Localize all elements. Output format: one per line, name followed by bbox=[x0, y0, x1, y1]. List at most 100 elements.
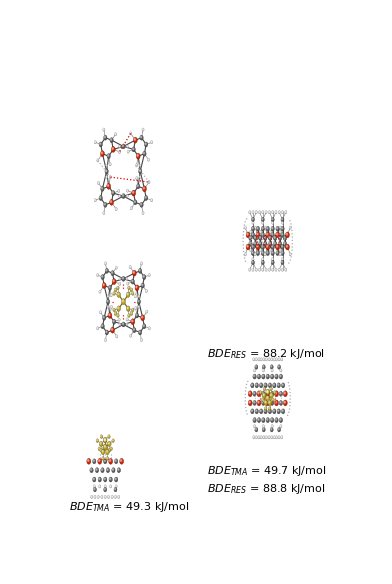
Circle shape bbox=[278, 436, 279, 437]
Circle shape bbox=[107, 183, 111, 189]
Circle shape bbox=[114, 133, 117, 136]
Circle shape bbox=[262, 392, 263, 394]
Circle shape bbox=[110, 294, 112, 297]
Circle shape bbox=[138, 169, 142, 173]
Circle shape bbox=[114, 459, 118, 464]
Circle shape bbox=[257, 374, 261, 379]
Circle shape bbox=[113, 319, 116, 324]
Circle shape bbox=[106, 299, 110, 304]
Circle shape bbox=[129, 266, 130, 267]
Circle shape bbox=[107, 306, 108, 307]
Circle shape bbox=[273, 409, 276, 414]
Circle shape bbox=[279, 231, 280, 232]
Circle shape bbox=[108, 436, 109, 437]
Circle shape bbox=[114, 312, 116, 315]
Circle shape bbox=[106, 165, 107, 166]
Text: $\mathit{BDE}_{\mathit{TMA}}$ = 49.7 kJ/mol: $\mathit{BDE}_{\mathit{TMA}}$ = 49.7 kJ/… bbox=[207, 464, 326, 478]
Circle shape bbox=[119, 195, 120, 197]
Circle shape bbox=[111, 147, 115, 152]
Circle shape bbox=[254, 242, 256, 244]
Circle shape bbox=[112, 148, 113, 150]
Circle shape bbox=[272, 258, 274, 260]
Circle shape bbox=[270, 399, 272, 403]
Circle shape bbox=[110, 447, 113, 450]
Circle shape bbox=[95, 468, 99, 472]
Circle shape bbox=[110, 485, 112, 488]
Circle shape bbox=[271, 419, 272, 420]
Circle shape bbox=[143, 151, 146, 156]
Circle shape bbox=[262, 218, 263, 220]
Circle shape bbox=[129, 265, 131, 269]
Circle shape bbox=[259, 241, 262, 246]
Circle shape bbox=[262, 393, 266, 398]
Circle shape bbox=[136, 164, 138, 167]
Circle shape bbox=[110, 199, 114, 205]
Circle shape bbox=[136, 153, 140, 159]
Circle shape bbox=[127, 307, 128, 309]
Circle shape bbox=[252, 268, 254, 271]
Circle shape bbox=[262, 418, 265, 423]
Circle shape bbox=[127, 150, 129, 153]
Circle shape bbox=[260, 391, 261, 392]
Circle shape bbox=[281, 245, 284, 249]
Circle shape bbox=[101, 152, 103, 154]
Circle shape bbox=[112, 439, 114, 443]
Circle shape bbox=[278, 241, 282, 246]
Circle shape bbox=[260, 384, 261, 385]
Circle shape bbox=[251, 232, 255, 237]
Circle shape bbox=[104, 438, 105, 440]
Circle shape bbox=[102, 457, 104, 460]
Circle shape bbox=[103, 477, 107, 482]
Circle shape bbox=[136, 286, 137, 288]
Circle shape bbox=[263, 387, 265, 391]
Circle shape bbox=[274, 237, 275, 238]
Circle shape bbox=[279, 242, 280, 244]
Circle shape bbox=[263, 241, 267, 246]
Circle shape bbox=[256, 410, 257, 412]
Circle shape bbox=[93, 459, 96, 464]
Circle shape bbox=[110, 138, 113, 142]
Circle shape bbox=[104, 203, 105, 205]
Circle shape bbox=[115, 485, 117, 488]
Circle shape bbox=[267, 397, 268, 398]
Circle shape bbox=[132, 190, 136, 196]
Circle shape bbox=[126, 189, 129, 192]
Circle shape bbox=[97, 159, 98, 161]
Circle shape bbox=[103, 202, 107, 207]
Circle shape bbox=[136, 314, 137, 315]
Circle shape bbox=[249, 211, 250, 213]
Circle shape bbox=[120, 458, 123, 464]
Circle shape bbox=[262, 391, 265, 396]
Circle shape bbox=[148, 326, 151, 330]
Circle shape bbox=[258, 436, 259, 437]
Circle shape bbox=[140, 338, 142, 342]
Circle shape bbox=[284, 237, 285, 238]
Circle shape bbox=[285, 211, 287, 214]
Circle shape bbox=[258, 419, 259, 420]
Circle shape bbox=[126, 195, 128, 197]
Circle shape bbox=[272, 398, 274, 402]
Circle shape bbox=[272, 245, 273, 247]
Circle shape bbox=[91, 496, 92, 497]
Circle shape bbox=[269, 384, 270, 385]
Circle shape bbox=[101, 324, 104, 329]
Circle shape bbox=[264, 383, 267, 388]
Circle shape bbox=[143, 325, 144, 326]
Circle shape bbox=[253, 401, 256, 405]
Circle shape bbox=[255, 409, 258, 414]
Circle shape bbox=[270, 418, 274, 423]
Circle shape bbox=[94, 141, 96, 144]
Circle shape bbox=[277, 227, 278, 229]
Circle shape bbox=[96, 326, 99, 330]
Circle shape bbox=[109, 477, 113, 482]
Circle shape bbox=[266, 395, 270, 401]
Circle shape bbox=[111, 305, 113, 308]
Circle shape bbox=[264, 409, 267, 414]
Circle shape bbox=[267, 419, 268, 420]
Circle shape bbox=[285, 268, 287, 271]
Circle shape bbox=[270, 393, 273, 398]
Circle shape bbox=[103, 135, 107, 140]
Circle shape bbox=[133, 329, 134, 331]
Circle shape bbox=[252, 245, 253, 247]
Circle shape bbox=[132, 192, 134, 193]
